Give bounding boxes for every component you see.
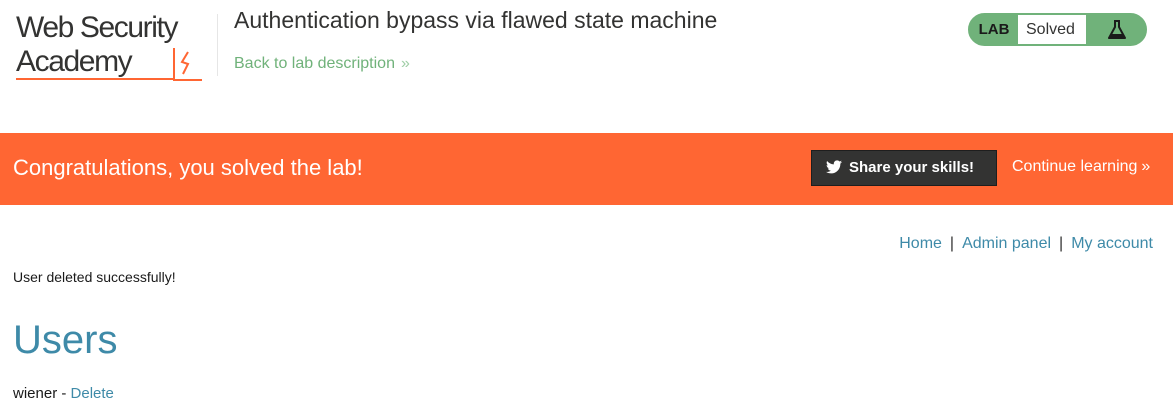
nav-home-link[interactable]: Home [899,235,942,252]
share-skills-label: Share your skills! [849,159,975,176]
share-skills-button[interactable]: Share your skills! [811,150,997,186]
lab-status-text: Solved [1018,15,1086,44]
academy-logo[interactable]: Web Security Academy [16,12,216,84]
nav-separator: | [949,235,955,252]
delete-user-link[interactable]: Delete [70,385,114,402]
congratulations-message: Congratulations, you solved the lab! [13,155,363,180]
flask-icon [1108,20,1126,39]
user-separator: - [57,385,71,402]
back-link-label: Back to lab description [234,55,395,72]
twitter-bird-icon [826,160,842,174]
logo-underline [16,78,174,80]
back-to-lab-description-link[interactable]: Back to lab description » [234,55,410,73]
nav-my-account-link[interactable]: My account [1071,235,1153,252]
status-message: User deleted successfully! [13,269,176,285]
page-title: Users [13,318,118,362]
nav-admin-panel-link[interactable]: Admin panel [962,235,1052,252]
lightning-bolt-icon [173,48,202,81]
continue-learning-label: Continue learning [1012,158,1138,175]
top-navigation: Home | Admin panel | My account [899,235,1153,253]
lab-badge: LAB [978,21,1010,38]
logo-text-line2: Academy [16,45,133,78]
solved-banner: Congratulations, you solved the lab! Sha… [0,133,1173,205]
double-chevron-right-icon: » [400,55,410,72]
logo-text-line1: Web Security [16,11,178,44]
continue-learning-link[interactable]: Continue learning» [1012,158,1150,176]
page-header: Web Security Academy Authentication bypa… [0,0,1173,133]
lab-status-widget: LAB Solved [968,13,1147,46]
user-name: wiener [13,385,58,402]
flask-icon-container [1086,15,1145,44]
list-item: wiener - Delete [13,385,114,402]
nav-separator: | [1059,235,1064,252]
header-divider [217,14,218,76]
lab-title: Authentication bypass via flawed state m… [234,7,718,33]
double-chevron-right-icon: » [1141,158,1151,175]
